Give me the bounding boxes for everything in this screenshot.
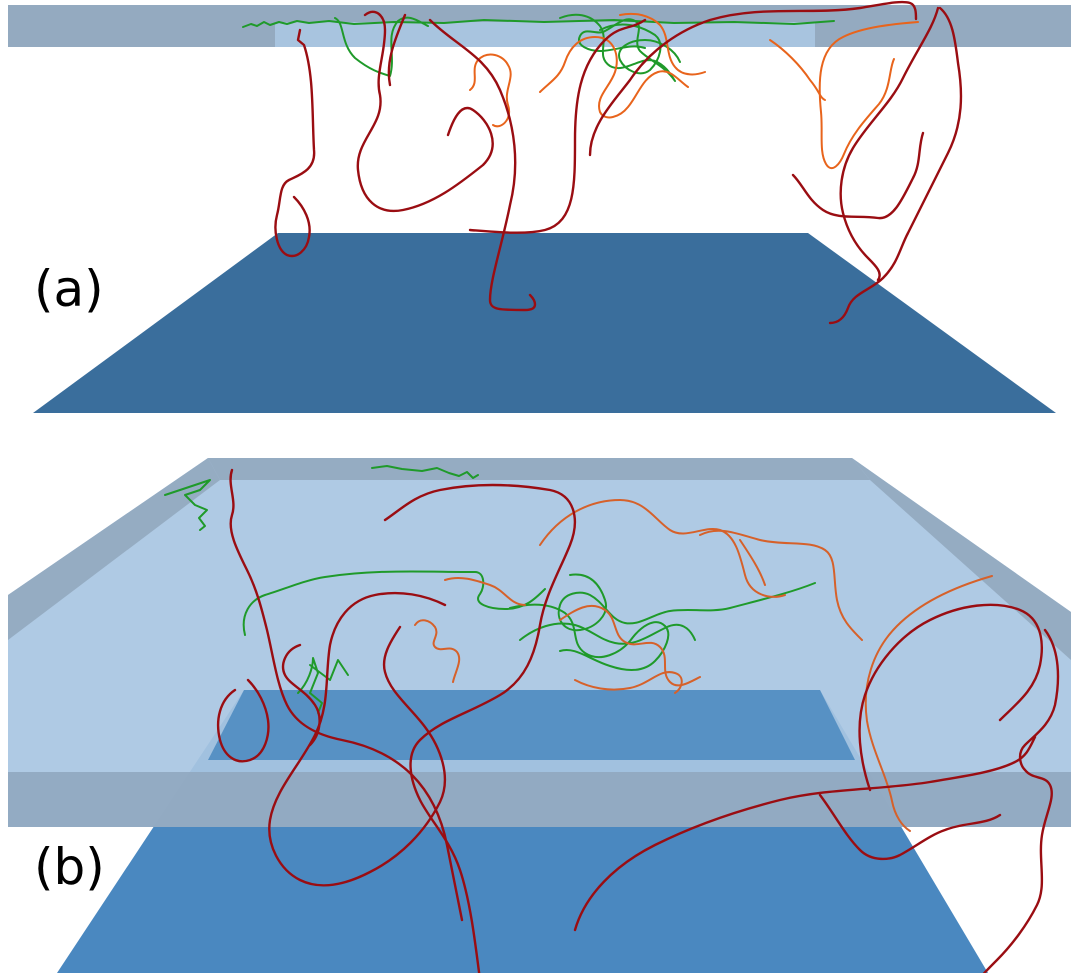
trajectory-orange [818, 21, 919, 170]
trajectory-red [216, 643, 321, 763]
trajectory-green [599, 23, 681, 75]
trajectory-green [242, 570, 546, 636]
trajectory-red [573, 735, 1037, 932]
trajectory-red [356, 10, 494, 213]
trajectory-green [557, 573, 816, 632]
panel-b-label: (b) [34, 838, 105, 896]
trajectory-orange [769, 39, 826, 101]
panel-a-bottom-plate [33, 233, 1056, 413]
panel-a: (a) [8, 0, 1071, 413]
panel-b-top-plate-front-edge [8, 772, 1071, 827]
panel-b: (b) [8, 458, 1071, 973]
trajectory-red [268, 591, 447, 887]
trajectory-green [559, 13, 676, 82]
trajectory-orange [539, 499, 786, 598]
trajectory-red [274, 28, 316, 258]
trajectory-green [242, 19, 835, 28]
trajectory-red [818, 793, 1002, 861]
panel-b-bottom-plate-through-slab [208, 690, 855, 760]
trajectory-red [828, 6, 963, 325]
trajectory-red [588, 0, 918, 157]
trajectory-orange [574, 539, 766, 694]
trajectory-red [858, 603, 1043, 792]
trajectory-red [982, 628, 1060, 973]
trajectory-orange [444, 576, 526, 606]
panel-a-label: (a) [34, 260, 104, 318]
trajectory-green [371, 465, 479, 479]
trajectory-orange [699, 529, 863, 641]
panel-b-trajectories [164, 465, 1060, 973]
trajectory-red [791, 131, 925, 220]
trajectory-green [297, 657, 349, 714]
trajectory-red [229, 468, 464, 922]
trajectory-orange [619, 12, 706, 76]
trajectory-orange [414, 619, 461, 683]
panel-a-top-plate-face [275, 22, 815, 47]
trajectory-orange [864, 575, 993, 832]
panel-b-top-plate-rim-left [8, 458, 220, 640]
panel-b-top-plate-rim-back [208, 458, 870, 480]
trajectory-orange [539, 36, 689, 119]
trajectory-red [387, 13, 537, 312]
panel-a-trajectories [242, 0, 963, 325]
trajectory-green [509, 603, 670, 671]
trajectory-green [519, 622, 696, 645]
trajectory-red [468, 18, 647, 234]
trajectory-orange [559, 604, 701, 687]
trajectory-orange [469, 53, 512, 128]
trajectory-green [164, 479, 211, 531]
